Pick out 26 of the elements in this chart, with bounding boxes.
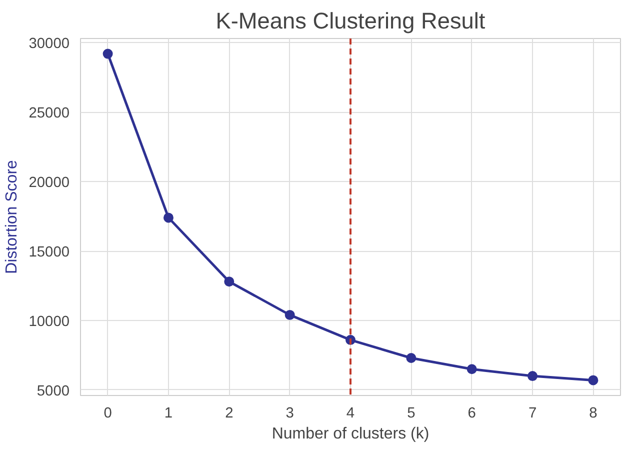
point xyxy=(163,212,174,223)
point xyxy=(588,375,598,386)
y-tick-label: 25000 xyxy=(28,106,70,122)
chart-title: K-Means Clustering Result xyxy=(216,8,486,34)
y-tick-label: 15000 xyxy=(28,244,70,261)
point xyxy=(102,48,113,59)
y-tick-label: 5000 xyxy=(36,383,70,400)
point xyxy=(466,364,477,374)
y-axis-title: Distortion Score xyxy=(4,160,21,274)
point xyxy=(406,353,416,363)
point xyxy=(284,310,295,320)
x-tick-label: 5 xyxy=(407,406,416,422)
point xyxy=(224,276,234,287)
x-tick-label: 7 xyxy=(528,406,537,422)
x-axis-title: Number of clusters (k) xyxy=(272,426,430,442)
x-tick-label: 2 xyxy=(225,406,234,422)
x-tick-label: 8 xyxy=(589,406,598,422)
y-tick-label: 20000 xyxy=(28,175,70,192)
x-tick-label: 4 xyxy=(346,406,355,422)
x-tick-label: 3 xyxy=(286,406,294,422)
x-tick-label: 0 xyxy=(104,406,112,422)
y-tick-label: 30000 xyxy=(28,36,70,52)
point xyxy=(528,371,538,382)
y-tick-label: 10000 xyxy=(28,314,70,330)
x-tick-label: 6 xyxy=(468,406,476,422)
x-tick-label: 1 xyxy=(164,406,173,422)
